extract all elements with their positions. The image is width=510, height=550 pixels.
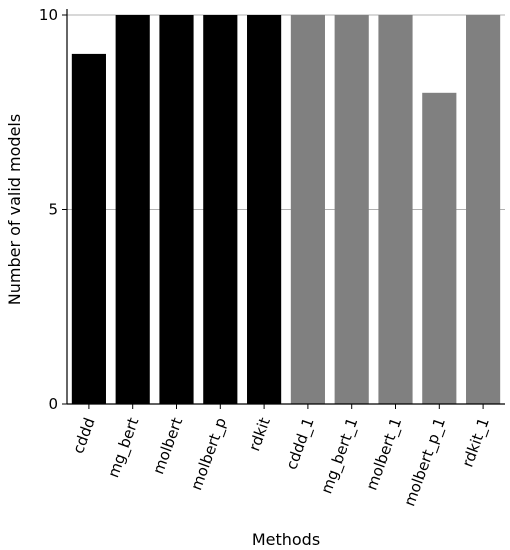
y-tick-label: 10 xyxy=(39,6,58,24)
x-tick-label: cddd xyxy=(69,415,99,456)
bar-molbert_p_1 xyxy=(422,92,457,405)
bar-molbert_1 xyxy=(378,15,413,404)
x-axis-label: Methods xyxy=(252,530,320,549)
x-ticks: cddd mg_bert molbert molbert_p rdkit cddd_1 mg… xyxy=(69,404,494,509)
x-tick-label: mg_bert_1 xyxy=(317,415,362,496)
x-tick-label: molbert xyxy=(149,415,186,476)
bar-cddd_1 xyxy=(290,15,325,404)
y-tick-label: 5 xyxy=(48,201,58,219)
y-tick-label: 0 xyxy=(48,395,58,413)
x-tick-label: molbert_1 xyxy=(362,415,406,493)
x-tick-label: cddd_1 xyxy=(282,415,318,472)
bar-rdkit xyxy=(247,15,282,404)
bar-mg_bert xyxy=(115,15,150,404)
bar-mg_bert_1 xyxy=(334,15,369,404)
bar-molbert_p xyxy=(203,15,238,404)
bar-cddd xyxy=(71,53,106,405)
x-tick-label: molbert_p_1 xyxy=(400,415,450,509)
y-ticks: 0 5 10 xyxy=(39,6,67,413)
y-axis-label: Number of valid models xyxy=(5,114,24,305)
axes xyxy=(66,9,505,405)
bars xyxy=(71,15,501,405)
bar-molbert xyxy=(159,15,194,404)
x-tick-label: mg_bert xyxy=(104,415,143,480)
bar-rdkit_1 xyxy=(466,15,501,404)
x-tick-label: molbert_p xyxy=(187,415,231,493)
x-tick-label: rdkit_1 xyxy=(458,415,493,470)
x-tick-label: rdkit xyxy=(245,415,274,453)
